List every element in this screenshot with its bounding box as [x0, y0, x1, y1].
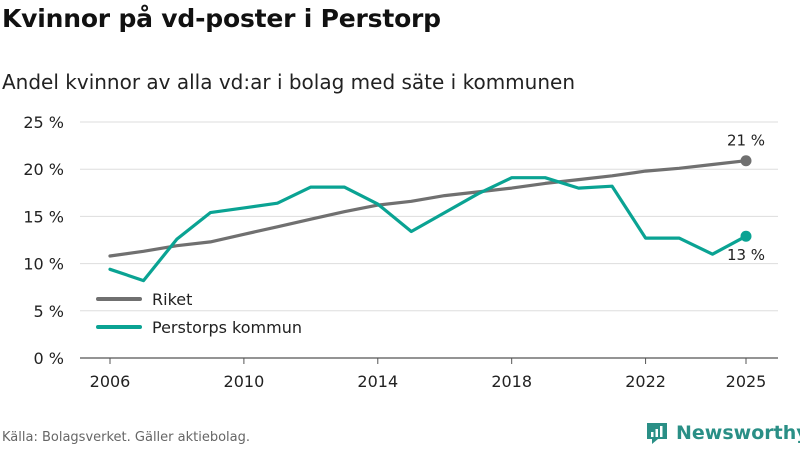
series-line-riket: [108, 159, 748, 258]
chart-subtitle: Andel kvinnor av alla vd:ar i bolag med …: [2, 70, 575, 94]
end-label-perstorp: 13 %: [727, 246, 765, 264]
series-line-perstorp: [108, 176, 748, 283]
x-tick-label: 2014: [357, 372, 398, 391]
x-tick-label: 2010: [224, 372, 265, 391]
end-label-riket: 21 %: [727, 132, 765, 150]
y-tick-label: 10 %: [23, 255, 64, 274]
legend-label-riket: Riket: [152, 290, 192, 309]
newsworthy-logo-icon: [647, 423, 667, 444]
y-tick-label: 15 %: [23, 207, 64, 226]
end-point-riket: [740, 155, 752, 167]
brand-name: Newsworthy: [676, 422, 800, 444]
y-tick-label: 20 %: [23, 160, 64, 179]
newsworthy-logo: Newsworthy: [644, 420, 800, 446]
chart-title: Kvinnor på vd-poster i Perstorp: [2, 4, 441, 33]
legend-label-perstorp: Perstorps kommun: [152, 318, 302, 337]
y-tick-label: 5 %: [34, 302, 64, 321]
end-point-perstorp: [740, 230, 752, 242]
x-tick-label: 2025: [726, 372, 767, 391]
y-tick-label: 0 %: [34, 349, 64, 368]
source-note: Källa: Bolagsverket. Gäller aktiebolag.: [2, 430, 251, 445]
x-tick-label: 2018: [491, 372, 532, 391]
y-tick-label: 25 %: [23, 113, 64, 132]
x-tick-label: 2006: [90, 372, 131, 391]
x-tick-label: 2022: [625, 372, 666, 391]
